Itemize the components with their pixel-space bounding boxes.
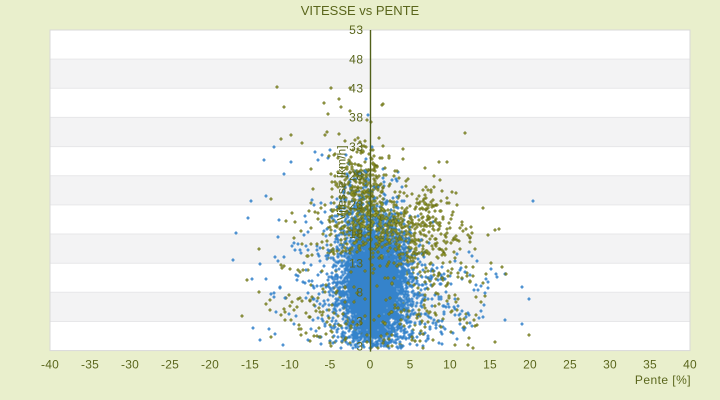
svg-text:-30: -30: [121, 358, 139, 372]
svg-text:18: 18: [349, 227, 363, 241]
svg-text:3: 3: [356, 339, 363, 353]
svg-text:43: 43: [349, 82, 363, 96]
svg-text:38: 38: [349, 111, 363, 125]
svg-text:0: 0: [367, 358, 374, 372]
svg-text:20: 20: [523, 358, 537, 372]
svg-text:10: 10: [443, 358, 457, 372]
svg-text:33: 33: [349, 140, 363, 154]
svg-text:-15: -15: [241, 358, 259, 372]
svg-text:3: 3: [356, 315, 363, 329]
svg-text:-25: -25: [161, 358, 179, 372]
svg-text:25: 25: [563, 358, 577, 372]
svg-text:8: 8: [356, 286, 363, 300]
svg-text:-40: -40: [41, 358, 59, 372]
svg-text:-10: -10: [281, 358, 299, 372]
svg-text:53: 53: [349, 23, 363, 37]
svg-text:35: 35: [643, 358, 657, 372]
svg-text:5: 5: [407, 358, 414, 372]
svg-text:Pente [%]: Pente [%]: [635, 373, 691, 387]
svg-text:28: 28: [349, 169, 363, 183]
svg-text:Vitesse [km/h]: Vitesse [km/h]: [334, 145, 348, 220]
svg-text:15: 15: [483, 358, 497, 372]
svg-text:13: 13: [349, 256, 363, 270]
svg-text:-35: -35: [81, 358, 99, 372]
svg-text:-20: -20: [201, 358, 219, 372]
svg-text:-5: -5: [324, 358, 335, 372]
svg-text:23: 23: [349, 198, 363, 212]
svg-text:40: 40: [683, 358, 697, 372]
svg-text:30: 30: [603, 358, 617, 372]
svg-text:VITESSE vs PENTE: VITESSE vs PENTE: [301, 3, 420, 18]
svg-text:48: 48: [349, 52, 363, 66]
